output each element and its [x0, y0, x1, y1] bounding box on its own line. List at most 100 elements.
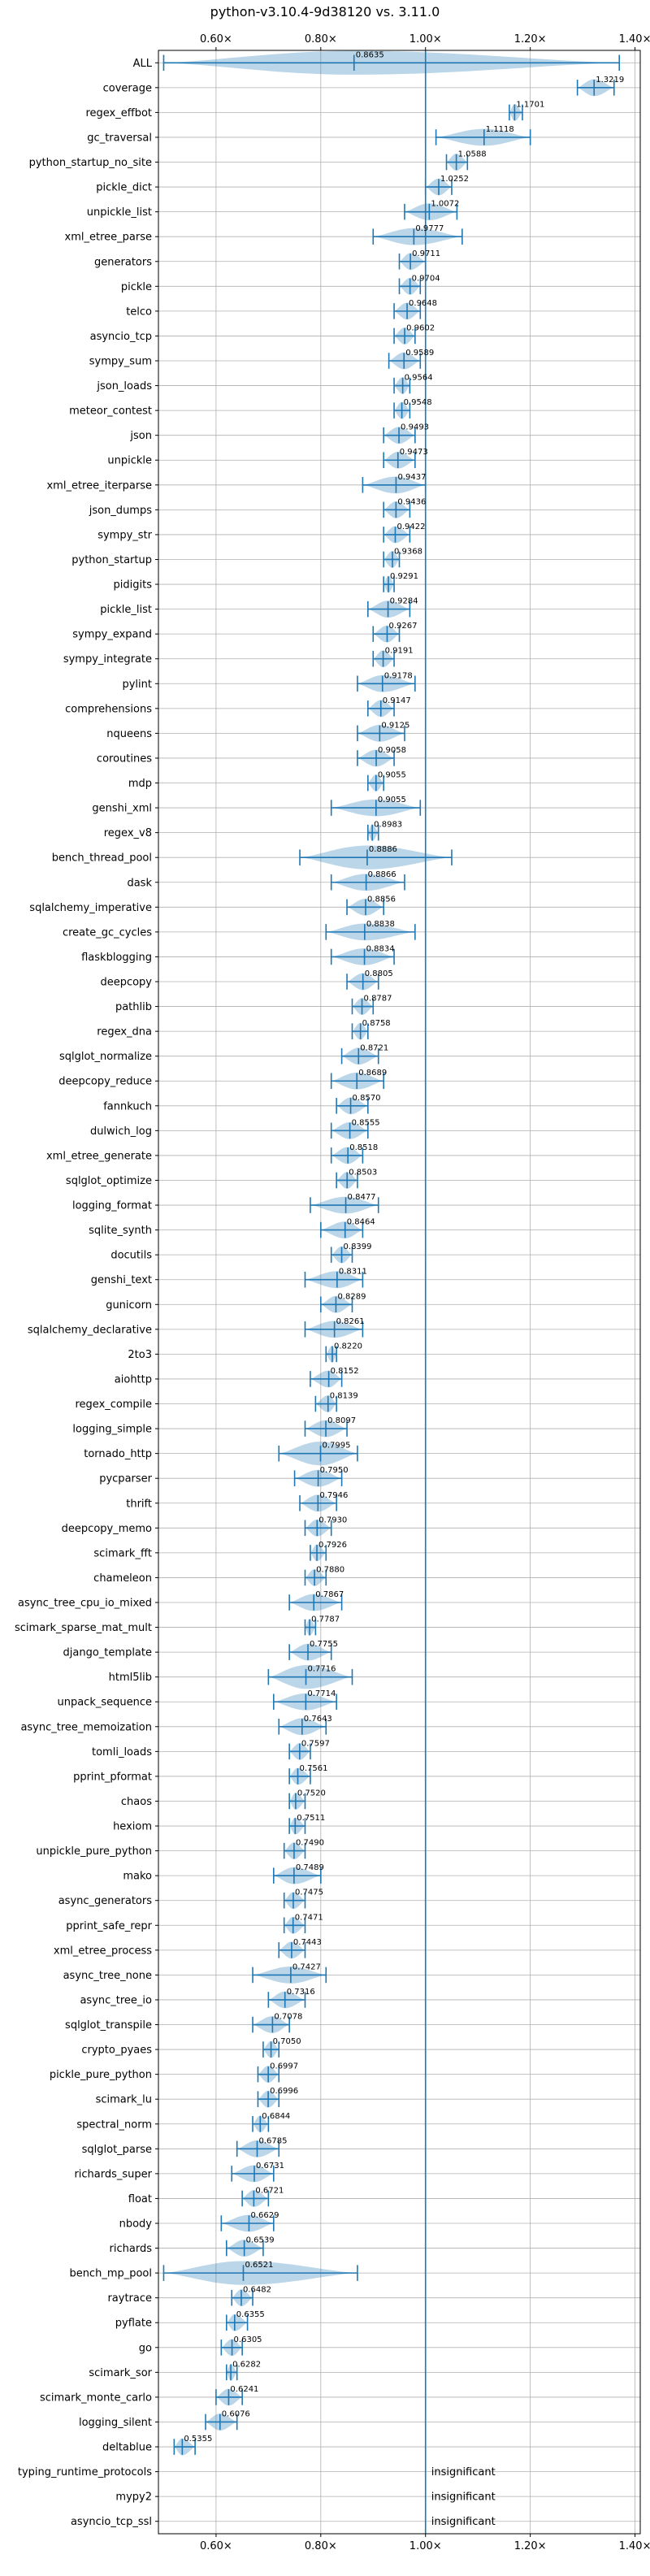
benchmark-label: gc_traversal: [87, 132, 152, 144]
value-label: 0.7490: [296, 1839, 324, 1848]
value-label: 0.7520: [297, 1789, 326, 1798]
value-label: 0.7995: [322, 1442, 350, 1451]
x-tick-label-bottom: 1.00×: [410, 2540, 442, 2552]
value-label: 0.9777: [415, 224, 444, 233]
benchmark-label: xml_etree_process: [54, 1945, 152, 1957]
value-label: 0.7880: [316, 1565, 344, 1574]
value-label: 0.9291: [390, 572, 418, 581]
benchmark-label: xml_etree_generate: [46, 1150, 152, 1162]
value-label: 0.8311: [339, 1268, 367, 1277]
benchmark-label: sympy_str: [98, 529, 152, 541]
benchmark-label: unpack_sequence: [57, 1697, 152, 1709]
benchmark-label: deepcopy_reduce: [58, 1076, 152, 1088]
benchmark-label: nqueens: [106, 728, 152, 740]
benchmark-label: logging_silent: [79, 2417, 152, 2429]
benchmark-label: json_loads: [96, 380, 152, 392]
benchmark-label: 2to3: [128, 1349, 152, 1361]
benchmark-label: regex_compile: [75, 1399, 152, 1411]
benchmark-label: pprint_pformat: [73, 1771, 152, 1783]
value-label: 0.6482: [243, 2286, 271, 2295]
x-tick-label-bottom: 1.40×: [619, 2540, 650, 2552]
value-label: 0.9436: [397, 497, 426, 506]
chart-title: python-v3.10.4-9d38120 vs. 3.11.0: [210, 4, 440, 20]
benchmark-label: richards: [110, 2243, 153, 2255]
insignificant-label: insignificant: [431, 2466, 496, 2478]
value-label: 0.6844: [262, 2112, 290, 2121]
value-label: 1.3219: [596, 76, 624, 85]
benchmark-label: logging_simple: [72, 1424, 152, 1436]
value-label: 0.7597: [301, 1739, 330, 1748]
value-label: 0.7078: [274, 2013, 302, 2022]
value-label: 0.6785: [259, 2136, 288, 2145]
value-label: 0.7755: [310, 1640, 338, 1649]
value-label: 0.9564: [405, 374, 433, 383]
benchmark-label: scimark_sparse_mat_mult: [15, 1622, 152, 1634]
benchmark-label: dask: [127, 877, 152, 889]
value-label: 0.6731: [256, 2162, 284, 2171]
benchmark-label: pickle: [121, 281, 152, 293]
value-label: 0.9602: [406, 323, 435, 332]
benchmark-label: genshi_xml: [92, 803, 152, 815]
benchmark-label: async_tree_cpu_io_mixed: [18, 1598, 152, 1610]
benchmark-label: flaskblogging: [81, 952, 152, 964]
benchmark-label: deltablue: [102, 2442, 152, 2454]
benchmark-label: bench_mp_pool: [69, 2268, 152, 2280]
benchmark-label: pyflate: [115, 2318, 152, 2330]
value-label: 0.9147: [383, 696, 411, 705]
benchmark-label: python_startup: [72, 554, 152, 566]
value-label: 0.9267: [388, 622, 417, 631]
benchmark-label: sympy_integrate: [63, 653, 152, 666]
value-label: 0.8289: [337, 1292, 366, 1301]
value-label: 0.6305: [234, 2335, 262, 2344]
benchmark-label: json: [129, 430, 152, 442]
value-label: 0.9125: [381, 721, 410, 730]
axis-layer: 0.60× 0.60× 0.80× 0.80× 1.00× 1.00× 1.20× 1.20×…: [155, 33, 650, 2552]
benchmark-label: unpickle_list: [87, 206, 152, 219]
benchmark-label: coroutines: [97, 752, 152, 765]
value-label: 0.8758: [362, 1019, 391, 1028]
x-tick-label-top: 1.20×: [514, 33, 547, 46]
x-tick-label-bottom: 0.60×: [200, 2540, 232, 2552]
benchmark-label: fannkuch: [103, 1100, 152, 1112]
value-label: 0.7946: [319, 1491, 348, 1500]
value-label: 0.7475: [295, 1889, 323, 1897]
benchmark-label: sqlalchemy_declarative: [28, 1324, 152, 1336]
benchmark-label: xml_etree_iterparse: [46, 479, 152, 492]
benchmark-label: mdp: [128, 778, 152, 790]
benchmark-label: regex_effbot: [85, 107, 152, 119]
benchmark-label: regex_dna: [97, 1026, 152, 1039]
value-label: 0.8856: [367, 895, 396, 904]
benchmark-label: typing_runtime_protocols: [18, 2466, 152, 2478]
benchmark-label: pprint_safe_repr: [66, 1920, 152, 1932]
benchmark-label: scimark_lu: [96, 2094, 152, 2106]
value-label: 0.8152: [331, 1367, 359, 1376]
value-label: 0.9055: [378, 796, 406, 804]
grid-layer: [158, 50, 640, 2534]
benchmark-label: async_tree_io: [80, 1994, 152, 2006]
x-tick-label-top: 1.40×: [619, 33, 650, 46]
benchmark-label: generators: [94, 256, 152, 268]
value-label: 0.6282: [232, 2360, 261, 2369]
benchmark-label: unpickle_pure_python: [36, 1845, 152, 1858]
benchmark-label: chameleon: [93, 1572, 152, 1585]
benchmark-label: crypto_pyaes: [81, 2045, 152, 2057]
benchmark-label: python_startup_no_site: [29, 157, 152, 169]
benchmark-label: dulwich_log: [90, 1125, 152, 1138]
value-label: 0.8503: [349, 1168, 377, 1177]
value-label: 1.0252: [440, 175, 469, 184]
marks-layer: [162, 50, 621, 2534]
value-label: 0.9368: [394, 547, 422, 556]
value-label: 0.6996: [270, 2087, 298, 2096]
value-label: 0.6997: [270, 2062, 298, 2071]
benchmark-label: mako: [123, 1871, 152, 1883]
benchmark-label: genshi_text: [91, 1274, 152, 1286]
benchmark-label: nbody: [119, 2218, 153, 2231]
benchmark-label: float: [128, 2193, 152, 2205]
benchmark-label: sqlglot_parse: [82, 2144, 152, 2156]
benchmark-label: raytrace: [107, 2292, 152, 2305]
value-label: 0.6721: [255, 2186, 284, 2195]
value-label: 0.7950: [320, 1466, 349, 1475]
benchmark-label: unpickle: [107, 455, 152, 467]
benchmark-label: async_tree_memoization: [20, 1721, 152, 1733]
